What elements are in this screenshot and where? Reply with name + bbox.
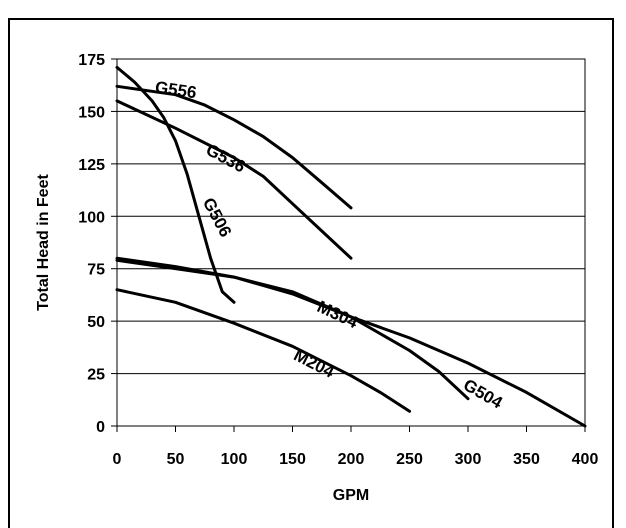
series-line-m204 [115, 288, 411, 413]
series-label-g504: G504 [460, 375, 506, 413]
y-tick-labels: 0 25 50 75 100 125 150 175 [78, 52, 117, 436]
x-tick-label: 100 [221, 451, 248, 468]
y-tick-label: 175 [78, 52, 105, 69]
x-tick-label: 0 [113, 451, 122, 468]
x-tick-label: 350 [513, 451, 540, 468]
chart-frame [8, 18, 614, 528]
series-label-m304: M304 [314, 297, 361, 332]
series-label-g556: G556 [154, 78, 198, 103]
y-tick-label: 50 [87, 314, 105, 331]
x-tick-labels: 0 50 100 150 200 250 300 350 400 [113, 426, 599, 468]
y-axis-title: Total Head in Feet [35, 174, 52, 311]
grid-lines [117, 58, 585, 427]
y-tick-label: 125 [78, 157, 105, 174]
x-tick-label: 150 [279, 451, 306, 468]
plot-area [116, 58, 586, 427]
x-tick-label: 250 [396, 451, 423, 468]
series-line-g504 [115, 256, 470, 401]
x-tick-label: 400 [572, 451, 599, 468]
x-tick-label: 200 [338, 451, 365, 468]
y-tick-label: 25 [87, 367, 105, 384]
series-lines [115, 65, 587, 428]
series-line-m304 [115, 258, 587, 428]
y-tick-label: 75 [87, 262, 105, 279]
y-tick-label: 0 [96, 419, 105, 436]
series-label-g536: G536 [203, 140, 249, 176]
series-line-g536 [115, 99, 353, 260]
series-label-m204: M204 [291, 346, 338, 382]
series-line-g556 [115, 84, 353, 210]
y-tick-label: 100 [78, 209, 105, 226]
x-tick-label: 300 [455, 451, 482, 468]
x-axis-title: GPM [333, 487, 369, 504]
x-tick-label: 50 [167, 451, 185, 468]
y-tick-label: 150 [78, 104, 105, 121]
